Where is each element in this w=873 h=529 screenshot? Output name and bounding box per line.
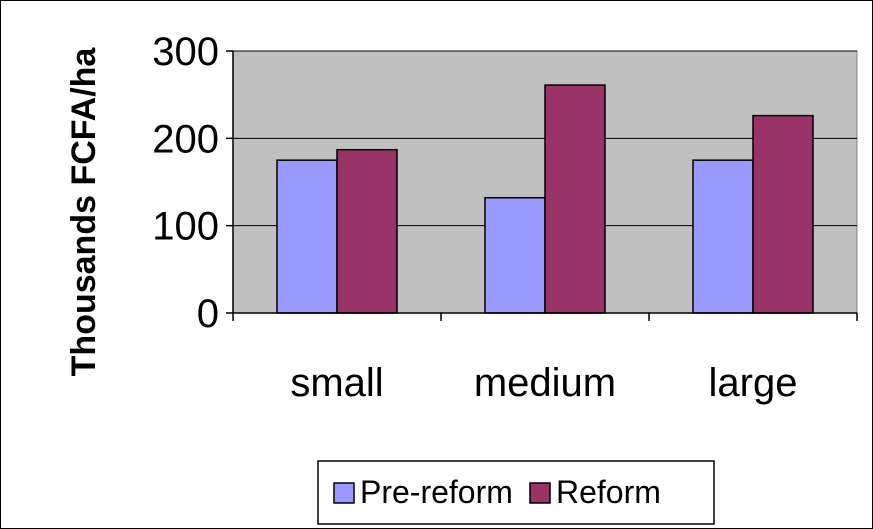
legend-swatch xyxy=(529,482,551,504)
axes xyxy=(226,50,858,321)
x-tick-label: small xyxy=(290,361,383,405)
x-tick-label: medium xyxy=(474,361,616,405)
x-tick-label: large xyxy=(709,361,798,405)
y-tick-label: 300 xyxy=(152,30,219,74)
legend-box xyxy=(317,460,715,525)
bar-pre-reform-medium xyxy=(484,196,546,314)
legend: Pre-reform Reform xyxy=(317,460,715,525)
y-tick-label: 100 xyxy=(152,205,219,249)
bar-reform-large xyxy=(752,114,814,314)
y-tick-label: 0 xyxy=(197,292,219,336)
y-tick-labels: 0 100 200 300 xyxy=(152,30,219,336)
bar-pre-reform-large xyxy=(692,159,754,314)
bar-reform-medium xyxy=(544,84,606,314)
legend-label: Pre-reform xyxy=(360,474,513,510)
y-tick-label: 200 xyxy=(152,117,219,161)
y-axis-label: Thousands FCFA/ha xyxy=(65,47,103,377)
legend-swatch xyxy=(333,482,355,504)
bar-pre-reform-small xyxy=(276,159,338,314)
legend-label: Reform xyxy=(556,474,661,510)
bars xyxy=(276,84,814,314)
x-tick-labels: small medium large xyxy=(290,361,797,405)
bar-reform-small xyxy=(336,148,398,314)
